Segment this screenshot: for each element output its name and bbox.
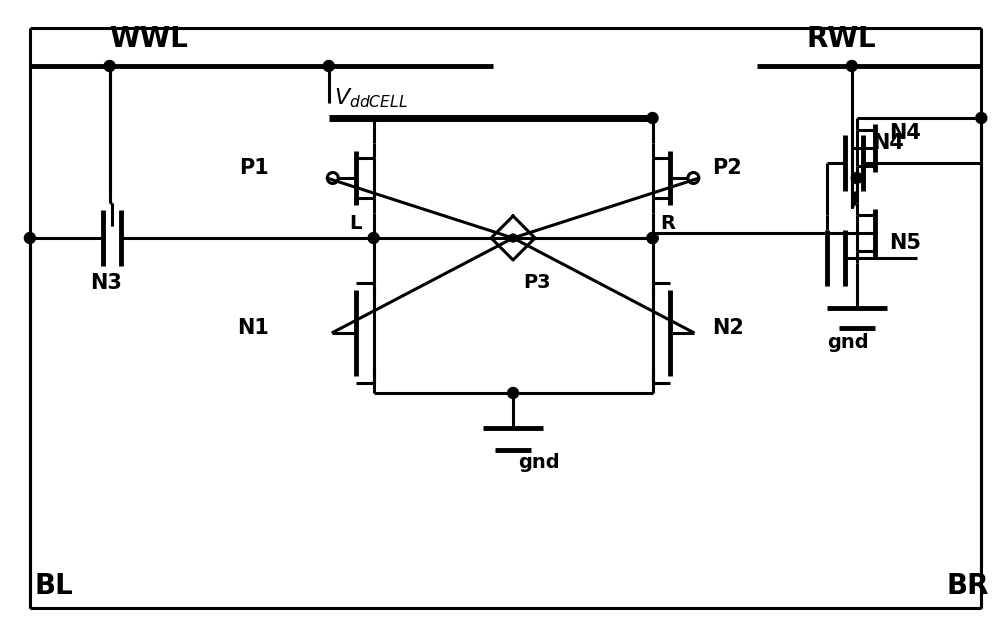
Circle shape <box>508 387 519 399</box>
Text: N4: N4 <box>872 133 904 153</box>
Circle shape <box>647 112 658 124</box>
Text: P2: P2 <box>712 158 742 178</box>
Text: N1: N1 <box>237 318 269 338</box>
Text: RWL: RWL <box>807 25 877 53</box>
Text: BL: BL <box>35 572 74 600</box>
Text: N3: N3 <box>90 273 122 293</box>
Circle shape <box>323 61 334 71</box>
Text: N5: N5 <box>889 233 921 253</box>
Text: gnd: gnd <box>518 453 560 472</box>
Circle shape <box>509 234 517 242</box>
Circle shape <box>976 112 987 124</box>
Circle shape <box>647 232 658 244</box>
Text: P3: P3 <box>523 273 551 292</box>
Circle shape <box>24 232 35 244</box>
Text: L: L <box>349 214 362 233</box>
Circle shape <box>647 232 658 244</box>
Text: R: R <box>661 214 676 233</box>
Text: BR: BR <box>946 572 989 600</box>
Text: N4: N4 <box>889 123 921 143</box>
Text: P1: P1 <box>239 158 269 178</box>
Circle shape <box>104 61 115 71</box>
Text: WWL: WWL <box>110 25 188 53</box>
Text: N2: N2 <box>712 318 744 338</box>
Circle shape <box>368 232 379 244</box>
Text: $V_{ddCELL}$: $V_{ddCELL}$ <box>334 86 408 110</box>
Circle shape <box>851 172 862 184</box>
Circle shape <box>846 61 857 71</box>
Text: gnd: gnd <box>827 333 869 352</box>
